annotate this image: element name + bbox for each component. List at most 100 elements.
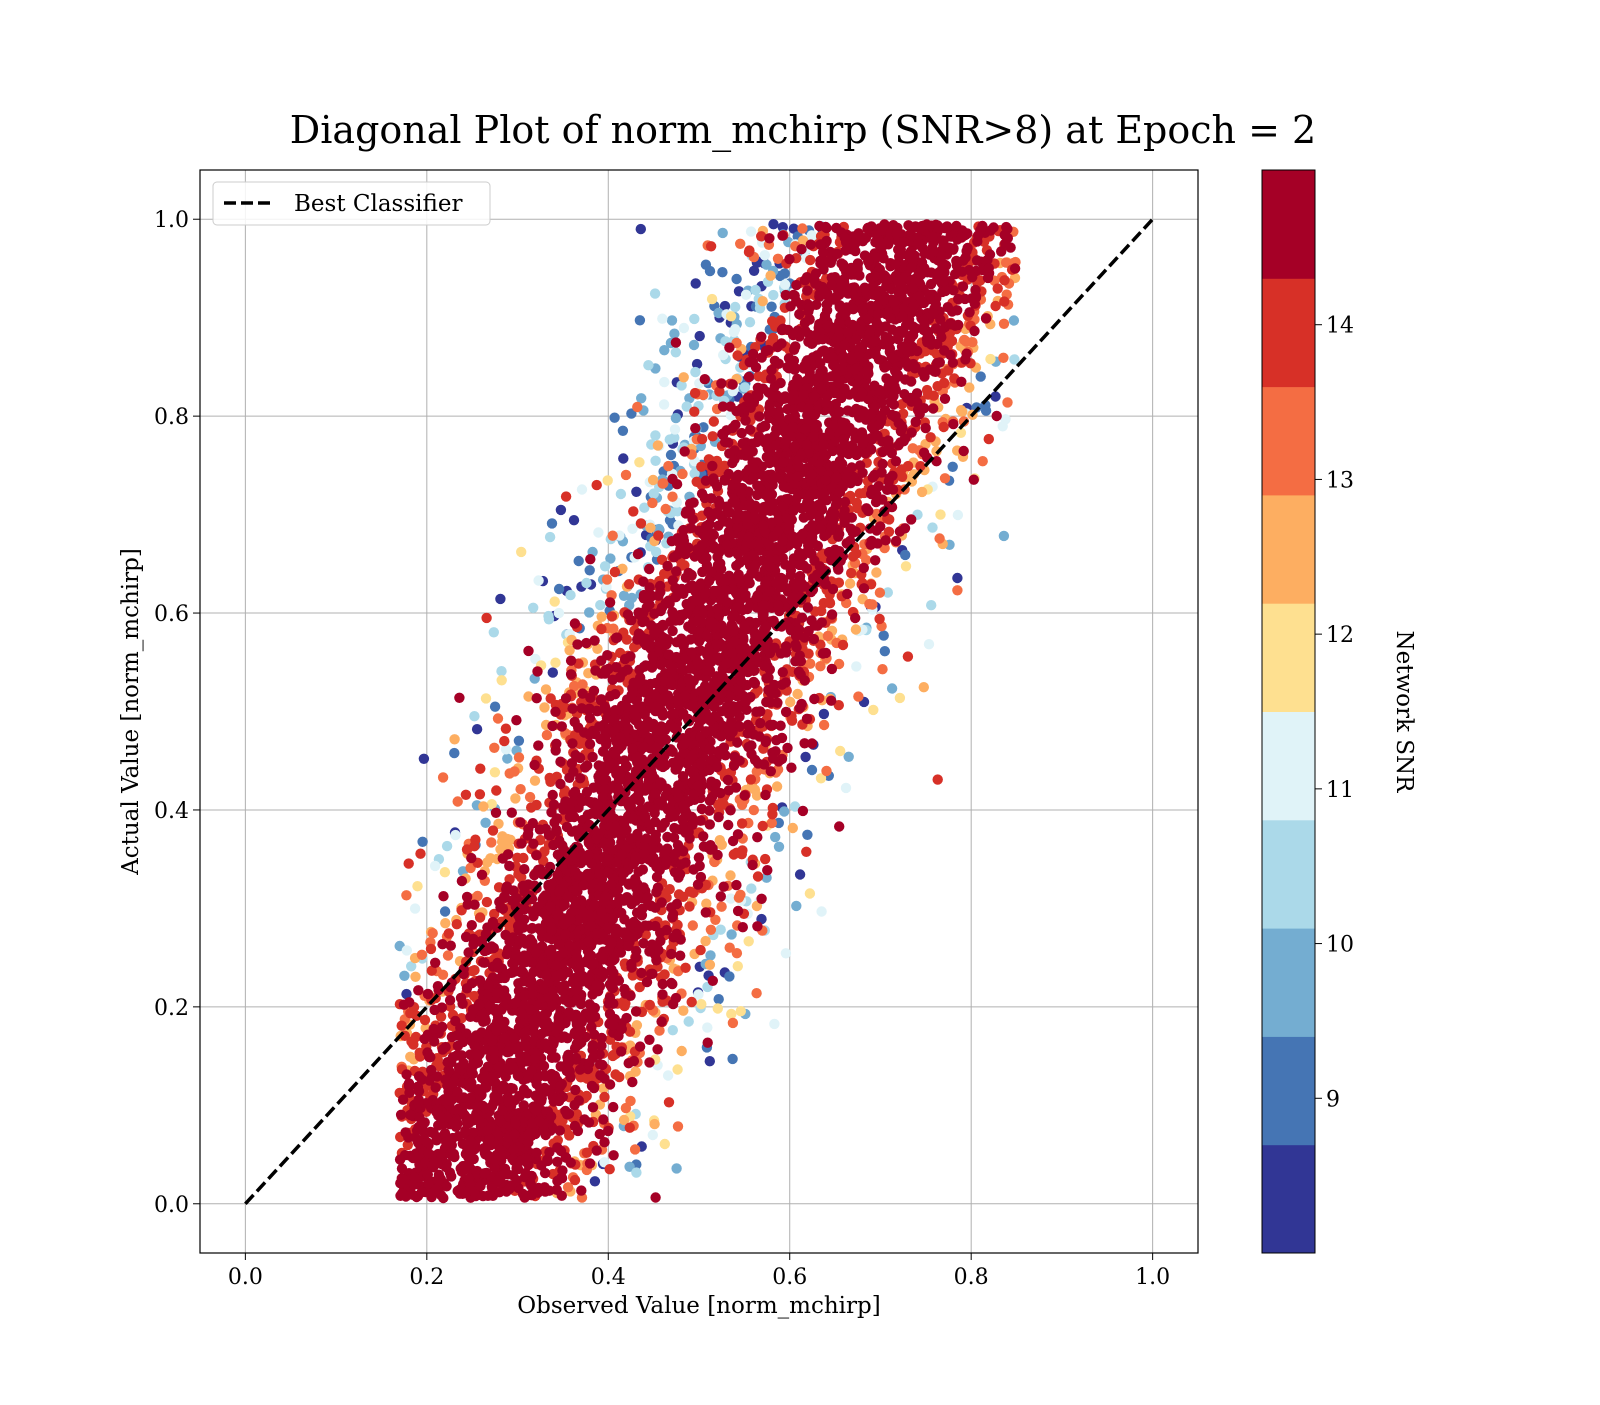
scatter-point: [648, 1130, 658, 1140]
scatter-point: [632, 402, 642, 412]
scatter-point: [443, 950, 453, 960]
scatter-point: [514, 752, 524, 762]
scatter-point: [1009, 315, 1019, 325]
scatter-point: [395, 1154, 405, 1164]
scatter-point: [528, 603, 538, 613]
scatter-point: [570, 1121, 580, 1131]
scatter-point: [497, 675, 507, 685]
scatter-point: [871, 567, 881, 577]
scatter-point: [623, 609, 633, 619]
scatter-point: [619, 591, 629, 601]
scatter-point: [925, 432, 935, 442]
scatter-point: [650, 456, 660, 466]
scatter-point: [796, 244, 806, 254]
scatter-point: [533, 740, 543, 750]
scatter-point: [732, 350, 742, 360]
scatter-point: [875, 588, 885, 598]
scatter-point: [733, 906, 743, 916]
scatter-point: [794, 309, 804, 319]
scatter-point: [636, 224, 646, 234]
scatter-point: [618, 426, 628, 436]
scatter-point: [667, 315, 677, 325]
scatter-point: [990, 391, 1000, 401]
scatter-point: [958, 281, 968, 291]
scatter-point: [766, 302, 776, 312]
scatter-point: [718, 228, 728, 238]
scatter-point: [961, 336, 971, 346]
scatter-point: [758, 610, 768, 620]
scatter-point: [669, 329, 679, 339]
scatter-point: [526, 802, 536, 812]
scatter-point: [802, 285, 812, 295]
scatter-point: [810, 278, 820, 288]
scatter-point: [550, 596, 560, 606]
scatter-point: [758, 296, 768, 306]
scatter-point: [693, 879, 703, 889]
scatter-point: [609, 714, 619, 724]
scatter-point: [624, 579, 634, 589]
scatter-point: [851, 661, 861, 671]
scatter-point: [844, 449, 854, 459]
scatter-point: [758, 821, 768, 831]
scatter-point: [605, 597, 615, 607]
scatter-point: [689, 340, 699, 350]
scatter-point: [663, 1070, 673, 1080]
scatter-point: [933, 774, 943, 784]
scatter-point: [516, 547, 526, 557]
scatter-point: [702, 1022, 712, 1032]
scatter-point: [972, 255, 982, 265]
scatter-point: [755, 718, 765, 728]
scatter-point: [489, 743, 499, 753]
scatter-point: [605, 1009, 615, 1019]
scatter-point: [779, 806, 789, 816]
scatter-point: [585, 565, 595, 575]
scatter-point: [895, 693, 905, 703]
scatter-point: [952, 585, 962, 595]
scatter-point: [839, 511, 849, 521]
scatter-point: [551, 739, 561, 749]
scatter-point: [706, 241, 716, 251]
scatter-point: [731, 274, 741, 284]
scatter-point: [666, 450, 676, 460]
scatter-point: [879, 630, 889, 640]
scatter-point: [496, 666, 506, 676]
scatter-point: [903, 651, 913, 661]
scatter-point: [605, 1164, 615, 1174]
scatter-point: [768, 219, 778, 229]
scatter-point: [627, 1077, 637, 1087]
scatter-point: [744, 936, 754, 946]
scatter-point: [728, 836, 738, 846]
scatter-point: [567, 738, 577, 748]
scatter-point: [577, 679, 587, 689]
scatter-point: [803, 602, 813, 612]
scatter-point: [677, 1046, 687, 1056]
scatter-point: [780, 268, 790, 278]
scatter-point: [685, 634, 695, 644]
scatter-point: [835, 746, 845, 756]
scatter-point: [660, 1139, 670, 1149]
scatter-point: [397, 1163, 407, 1173]
scatter-point: [625, 1123, 635, 1133]
scatter-point: [844, 752, 854, 762]
scatter-point: [719, 882, 729, 892]
scatter-point: [575, 1064, 585, 1074]
scatter-point: [410, 972, 420, 982]
scatter-point: [713, 1003, 723, 1013]
scatter-point: [500, 973, 510, 983]
scatter-point: [959, 446, 969, 456]
scatter-point: [618, 453, 628, 463]
scatter-point: [490, 702, 500, 712]
scatter-point: [786, 763, 796, 773]
scatter-point: [449, 748, 459, 758]
scatter-point: [475, 789, 485, 799]
scatter-point: [554, 608, 564, 618]
scatter-point: [555, 757, 565, 767]
scatter-point: [417, 837, 427, 847]
scatter-point: [671, 337, 681, 347]
scatter-point: [817, 617, 827, 627]
scatter-point: [512, 853, 522, 863]
scatter-point: [595, 600, 605, 610]
scatter-point: [488, 825, 498, 835]
scatter-point: [671, 413, 681, 423]
scatter-point: [948, 462, 958, 472]
